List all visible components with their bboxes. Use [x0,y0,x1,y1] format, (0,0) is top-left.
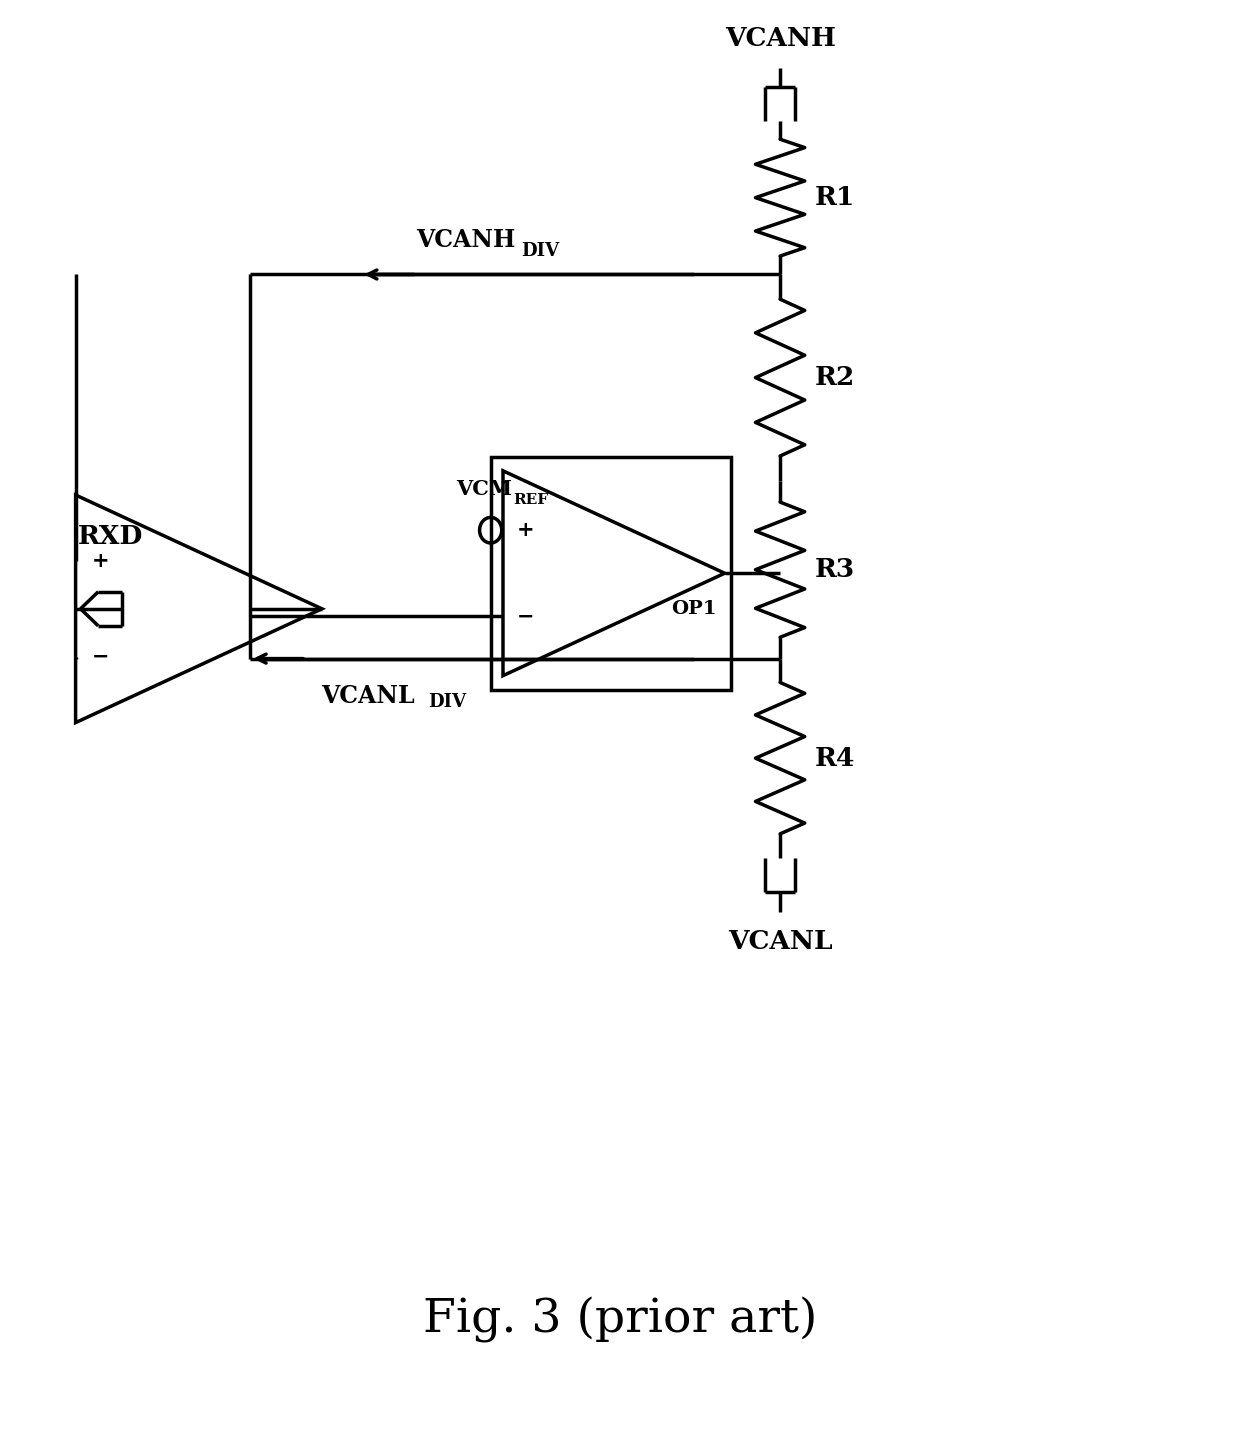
Text: R1: R1 [815,185,854,210]
Text: Fig. 3 (prior art): Fig. 3 (prior art) [423,1296,817,1344]
Text: DIV: DIV [429,693,466,711]
Text: VCANH: VCANH [724,26,836,52]
Text: VCANL: VCANL [728,929,832,954]
Text: VCANL: VCANL [321,684,414,708]
Text: DIV: DIV [521,242,559,260]
Text: +: + [516,521,534,541]
Text: OP1: OP1 [671,600,717,618]
Text: −: − [516,607,534,627]
Text: R3: R3 [815,557,854,582]
Text: R2: R2 [815,365,854,391]
Text: R4: R4 [815,746,854,771]
Text: RXD: RXD [78,524,144,550]
Text: VCANH: VCANH [417,228,516,252]
Text: REF: REF [513,494,549,508]
Text: +: + [92,551,109,571]
Text: −: − [92,647,109,667]
Text: VCM: VCM [456,479,512,499]
Bar [491,456,730,690]
